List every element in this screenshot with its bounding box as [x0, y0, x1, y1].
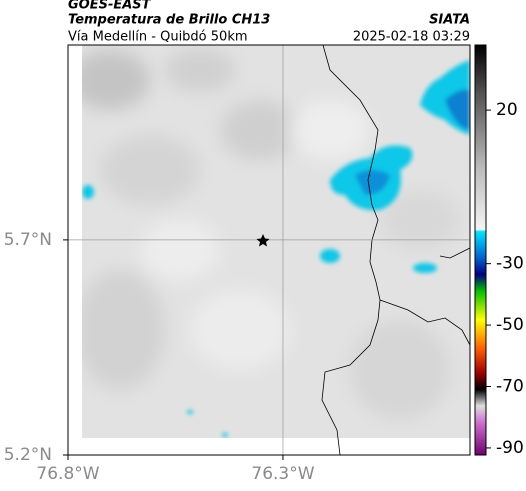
organization: SIATA [429, 13, 470, 28]
imagery [82, 45, 470, 438]
border-line [379, 299, 471, 346]
station-marker [256, 234, 270, 247]
borders [321, 44, 471, 456]
colorbar-tick-label: -90 [496, 438, 524, 458]
x-tick-label: 76.3°W [251, 464, 314, 484]
grid [68, 45, 470, 455]
map-frame [67, 44, 471, 456]
region: Vía Medellín - Quibdó 50km [68, 30, 248, 45]
colorbar-tick-label: 20 [496, 100, 518, 120]
border-line [321, 44, 381, 456]
colorbar [474, 44, 487, 456]
datetime: 2025-02-18 03:29 [353, 30, 470, 45]
texture [82, 48, 460, 420]
y-tick-label: 5.7°N [4, 230, 52, 250]
cold-clouds [82, 60, 470, 437]
y-tick-label: 5.2°N [4, 445, 52, 465]
colorbar-tick-label: -50 [496, 315, 524, 335]
colorbar-tick-label: -30 [496, 254, 524, 274]
x-tick-label: 76.8°W [36, 464, 99, 484]
source: GOES-EAST [68, 0, 152, 13]
colorbar-tick-label: -70 [496, 377, 524, 397]
border-line [439, 247, 471, 259]
product: Temperatura de Brillo CH13 [68, 13, 270, 28]
